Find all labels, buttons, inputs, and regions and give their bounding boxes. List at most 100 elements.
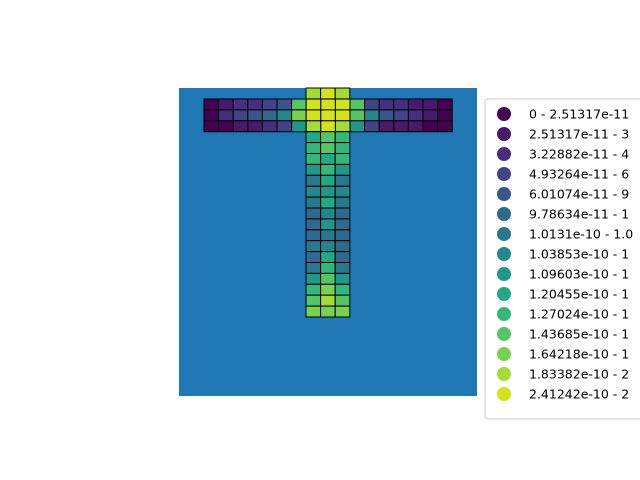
web-cell xyxy=(305,174,322,187)
flange-cell xyxy=(232,109,249,122)
legend-entry: 1.83382e-10 - 2 xyxy=(497,367,629,382)
web-cell xyxy=(305,272,322,285)
flange-cell xyxy=(305,109,322,122)
flange-cell xyxy=(247,98,263,111)
legend-marker xyxy=(497,387,511,401)
legend-entry: 3.22882e-11 - 4 xyxy=(497,147,629,162)
web-cell xyxy=(320,272,336,285)
legend-entry: 4.93264e-11 - 6 xyxy=(497,167,629,182)
web-cell xyxy=(320,218,336,231)
flange-cell xyxy=(203,109,220,122)
web-cell xyxy=(305,251,322,264)
web-cell xyxy=(334,229,351,242)
flange-cell xyxy=(276,120,293,133)
flange-cell xyxy=(276,109,293,122)
legend-marker xyxy=(497,307,511,321)
web-cell xyxy=(334,87,351,100)
flange-cell xyxy=(349,120,366,133)
web-cell xyxy=(320,305,336,318)
legend-entry: 1.03853e-10 - 1 xyxy=(497,247,629,262)
legend-entry: 1.27024e-10 - 1 xyxy=(497,307,629,322)
web-cell xyxy=(334,196,351,209)
legend-label: 2.41242e-10 - 2 xyxy=(529,387,629,402)
legend-marker xyxy=(497,367,511,381)
legend-label: 1.43685e-10 - 1 xyxy=(529,327,629,342)
web-cell xyxy=(320,283,336,296)
flange-cell xyxy=(261,98,278,111)
web-cell xyxy=(305,283,322,296)
web-cell xyxy=(334,185,351,198)
flange-cell xyxy=(261,109,278,122)
web-cell xyxy=(334,142,351,155)
legend-entry: 1.43685e-10 - 1 xyxy=(497,327,629,342)
flange-cell xyxy=(320,98,336,111)
flange-cell xyxy=(422,109,439,122)
web-cell xyxy=(334,294,351,307)
legend-label: 1.83382e-10 - 2 xyxy=(529,367,629,382)
legend-label: 1.09603e-10 - 1 xyxy=(529,267,629,282)
web-cell xyxy=(305,196,322,209)
legend: 0 - 2.51317e-11 2.51317e-11 - 3 3.22882e-1… xyxy=(484,98,640,420)
web-cell xyxy=(334,262,351,274)
flange-cell xyxy=(320,120,336,133)
legend-label: 4.93264e-11 - 6 xyxy=(529,167,629,182)
legend-entry: 1.64218e-10 - 1 xyxy=(497,347,629,362)
legend-entry: 1.09603e-10 - 1 xyxy=(497,267,629,282)
flange-cell xyxy=(393,120,409,133)
flange-cell xyxy=(378,120,395,133)
web-cell xyxy=(305,153,322,165)
web-cell xyxy=(320,185,336,198)
flange-cell xyxy=(291,120,307,133)
flange-cell xyxy=(247,109,263,122)
web-cell xyxy=(320,163,336,176)
flange-cell xyxy=(218,120,234,133)
legend-marker xyxy=(497,187,511,201)
web-cell xyxy=(320,207,336,220)
web-cell xyxy=(334,131,351,144)
flange-cell xyxy=(305,98,322,111)
flange-cell xyxy=(422,120,439,133)
flange-cell xyxy=(218,109,234,122)
web-cell xyxy=(305,185,322,198)
legend-entry: 1.0131e-10 - 1.0 xyxy=(497,227,633,242)
flange-cell xyxy=(407,120,424,133)
web-cell xyxy=(320,196,336,209)
flange-cell xyxy=(305,120,322,133)
legend-entry: 1.20455e-10 - 1 xyxy=(497,287,629,302)
flange-cell xyxy=(232,120,249,133)
flange-cell xyxy=(320,109,336,122)
flange-cell xyxy=(232,98,249,111)
web-cell xyxy=(320,142,336,155)
web-cell xyxy=(320,153,336,165)
flange-cell xyxy=(437,98,453,111)
flange-cell xyxy=(349,98,366,111)
web-cell xyxy=(305,131,322,144)
web-cell xyxy=(334,251,351,264)
legend-label: 3.22882e-11 - 4 xyxy=(529,147,629,162)
flange-cell xyxy=(218,98,234,111)
legend-marker xyxy=(497,207,511,221)
legend-marker xyxy=(497,107,511,121)
legend-marker xyxy=(497,347,511,361)
flange-cell xyxy=(364,98,380,111)
legend-marker xyxy=(497,267,511,281)
web-cell xyxy=(334,283,351,296)
flange-cell xyxy=(334,109,351,122)
web-cell xyxy=(305,240,322,253)
web-cell xyxy=(320,174,336,187)
web-cell xyxy=(334,174,351,187)
flange-cell xyxy=(393,109,409,122)
legend-label: 9.78634e-11 - 1 xyxy=(529,207,629,222)
legend-label: 1.27024e-10 - 1 xyxy=(529,307,629,322)
flange-cell xyxy=(276,98,293,111)
web-cell xyxy=(320,251,336,264)
legend-label: 1.0131e-10 - 1.0 xyxy=(529,227,633,242)
web-cell xyxy=(320,240,336,253)
flange-cell xyxy=(291,98,307,111)
web-cell xyxy=(305,207,322,220)
legend-marker xyxy=(497,247,511,261)
web-cell xyxy=(305,163,322,176)
web-cell xyxy=(305,218,322,231)
web-cell xyxy=(320,262,336,274)
